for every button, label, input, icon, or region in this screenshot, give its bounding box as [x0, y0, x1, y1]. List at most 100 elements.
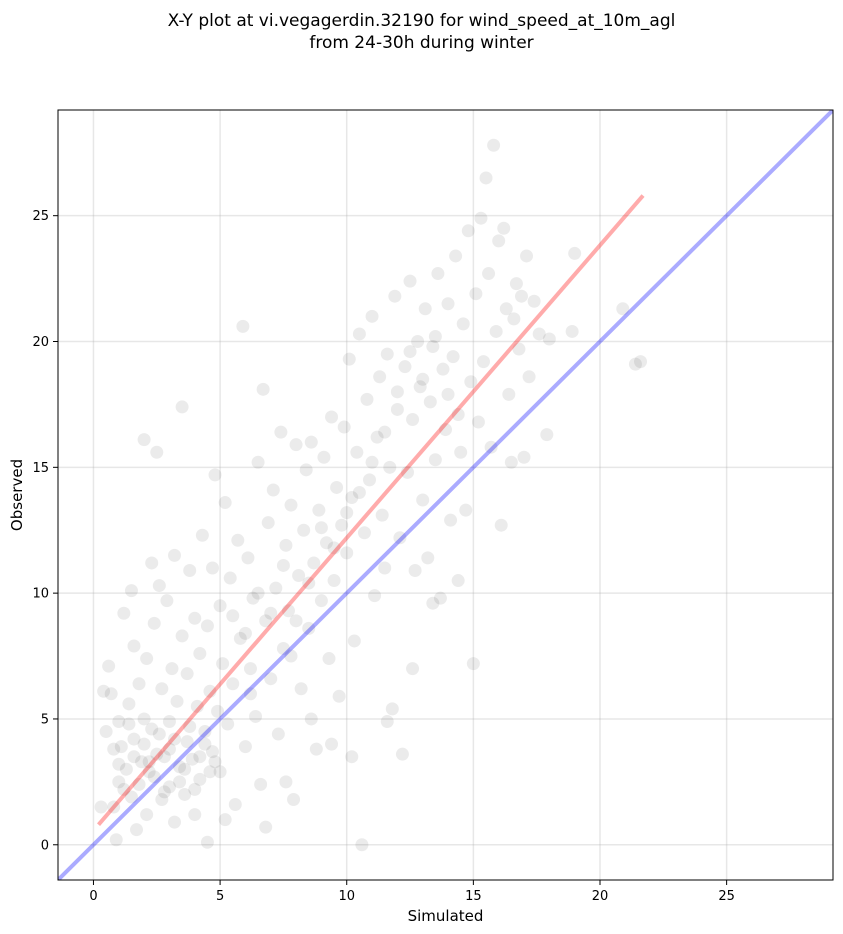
data-point: [634, 355, 648, 369]
data-point: [390, 385, 404, 399]
data-point: [540, 428, 554, 442]
data-point: [211, 704, 225, 718]
data-point: [135, 755, 149, 769]
x-tick-label: 15: [465, 889, 482, 904]
data-point: [180, 667, 194, 681]
y-axis-label: Observed: [8, 459, 26, 531]
data-point: [340, 506, 354, 520]
data-point: [380, 714, 394, 728]
data-point: [203, 765, 217, 779]
data-point: [180, 735, 194, 749]
y-tick-label: 15: [32, 461, 49, 476]
data-point: [145, 722, 159, 736]
data-point: [259, 820, 273, 834]
data-point: [378, 561, 392, 575]
data-point: [312, 503, 326, 517]
data-point: [436, 362, 450, 376]
data-point: [173, 760, 187, 774]
data-points: [94, 138, 648, 852]
data-point: [304, 435, 318, 449]
data-point: [426, 596, 440, 610]
data-point: [335, 518, 349, 532]
data-point: [340, 546, 354, 560]
data-point: [439, 423, 452, 437]
data-point: [416, 493, 430, 507]
data-point: [568, 246, 582, 260]
data-point: [119, 762, 133, 776]
data-point: [221, 717, 235, 731]
data-point: [451, 574, 465, 588]
data-point: [509, 277, 523, 291]
data-point: [507, 312, 521, 326]
data-point: [441, 387, 455, 401]
data-point: [449, 249, 463, 263]
data-point: [474, 211, 488, 225]
data-point: [289, 438, 303, 452]
data-point: [264, 672, 278, 686]
data-point: [317, 450, 331, 464]
data-point: [269, 581, 283, 595]
data-point: [454, 445, 468, 459]
data-point: [431, 267, 445, 281]
data-point: [243, 662, 257, 676]
data-point: [127, 732, 141, 746]
data-point: [520, 249, 534, 263]
data-point: [178, 787, 192, 801]
y-tick-label: 20: [32, 335, 49, 350]
data-point: [360, 392, 374, 406]
y-tick-label: 10: [32, 587, 49, 602]
data-point: [228, 798, 242, 812]
data-point: [117, 606, 131, 620]
data-point: [147, 616, 161, 630]
data-point: [109, 833, 123, 847]
data-point: [347, 634, 361, 648]
data-point: [502, 387, 516, 401]
data-point: [271, 727, 285, 741]
data-point: [385, 702, 399, 716]
data-point: [403, 345, 417, 359]
data-point: [297, 523, 311, 537]
data-point: [357, 526, 371, 540]
data-point: [406, 413, 420, 427]
data-point: [426, 340, 440, 354]
data-point: [236, 319, 250, 333]
data-point: [459, 503, 473, 517]
data-point: [375, 508, 389, 522]
data-point: [193, 750, 207, 764]
data-point: [309, 742, 323, 756]
data-point: [193, 772, 207, 786]
data-point: [281, 604, 295, 618]
data-point: [279, 538, 293, 552]
data-point: [145, 556, 159, 570]
data-point: [304, 712, 318, 726]
data-point: [393, 531, 407, 545]
data-point: [279, 775, 293, 789]
x-axis-label: Simulated: [408, 907, 484, 925]
data-point: [152, 579, 166, 593]
plot-frame: [57, 109, 834, 881]
data-point: [464, 375, 478, 389]
data-point: [233, 631, 247, 645]
data-point: [188, 808, 202, 822]
data-point: [190, 699, 204, 713]
data-point: [183, 563, 197, 577]
data-point: [319, 536, 333, 550]
axis-ticks: 0 5 10 15 20 25 0 5 10 15 20 25: [32, 209, 734, 904]
data-point: [102, 659, 116, 673]
data-point: [428, 329, 442, 343]
data-point: [99, 725, 113, 739]
data-point: [150, 747, 164, 761]
data-point: [287, 792, 301, 806]
data-point: [276, 558, 290, 572]
data-point: [175, 629, 189, 643]
data-point: [137, 433, 151, 447]
data-point: [259, 614, 273, 628]
data-point: [208, 468, 222, 482]
chart-title-line1: X-Y plot at vi.vegagerdin.32190 for wind…: [167, 11, 676, 31]
data-point: [337, 420, 351, 434]
data-point: [112, 775, 126, 789]
data-point: [203, 684, 217, 698]
data-point: [155, 682, 169, 696]
data-point: [345, 750, 359, 764]
